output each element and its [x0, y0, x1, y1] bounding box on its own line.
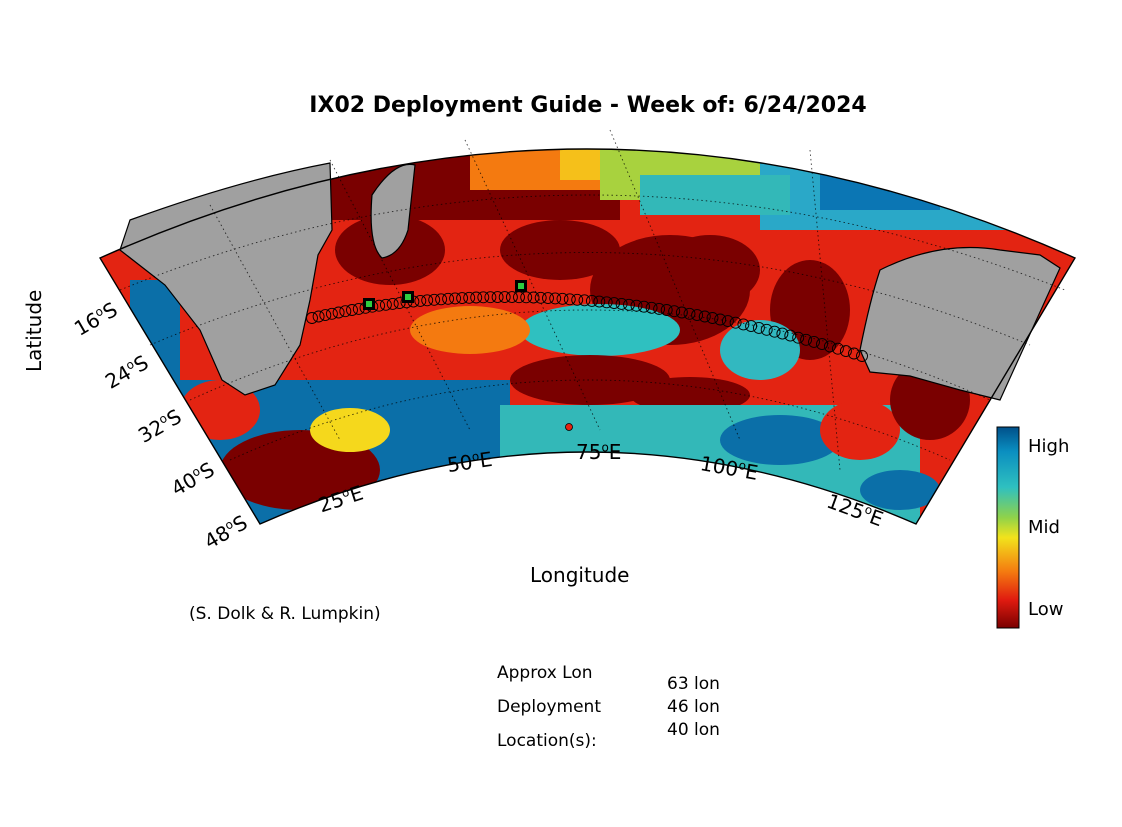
track-point [449, 292, 462, 305]
graticule [119, 129, 1066, 471]
track-point [698, 310, 711, 323]
track-point [831, 342, 844, 355]
track-point [484, 291, 497, 304]
deployment-location-1: 63 lon [667, 674, 720, 694]
track-point [808, 335, 820, 348]
track-point [456, 292, 469, 305]
track-point [505, 291, 518, 304]
track-point [470, 291, 483, 304]
track-point [585, 294, 598, 307]
deployment-label-line-2: Deployment [497, 697, 601, 717]
track-point [752, 321, 765, 334]
track-point [745, 320, 758, 333]
track-point [784, 329, 797, 342]
track-point [691, 309, 704, 322]
deployment-marker-center [518, 283, 524, 289]
track-point [714, 313, 727, 326]
track-point [706, 312, 719, 324]
track-point [319, 309, 332, 322]
track-point [556, 292, 569, 305]
track-point [823, 340, 836, 353]
track-point [563, 293, 576, 306]
y-axis-label: Latitude [22, 289, 46, 372]
track-point [608, 297, 621, 310]
track-point [816, 338, 828, 351]
ix02-track [306, 291, 868, 362]
track-point [542, 292, 554, 305]
track-point [776, 327, 789, 340]
map-frame [98, 148, 1077, 525]
track-point [549, 292, 562, 305]
track-point [393, 297, 406, 310]
track-point [839, 345, 852, 358]
track-point [498, 291, 511, 304]
track-point [571, 293, 584, 306]
track-point [856, 350, 868, 362]
chart-title: IX02 Deployment Guide - Week of: 6/24/20… [309, 93, 867, 118]
track-point [653, 302, 666, 315]
deployment-location-2: 46 lon [667, 697, 720, 717]
colorbar-label-mid: Mid [1028, 517, 1060, 538]
track-point [800, 333, 813, 346]
track-point [379, 298, 392, 311]
track-point [645, 301, 658, 314]
deployment-markers [363, 280, 527, 310]
track-point [683, 307, 696, 320]
x-axis-label: Longitude [530, 563, 630, 587]
colorbar-label-high: High [1028, 436, 1070, 457]
lon-tick-75: 75oE [576, 440, 622, 464]
track-point [623, 298, 635, 311]
track-point [428, 293, 441, 306]
track-point [414, 294, 427, 307]
track-point [660, 304, 673, 316]
track-point [477, 291, 490, 304]
track-point [527, 291, 540, 304]
track-point [578, 294, 591, 307]
track-point [421, 294, 434, 307]
track-point [737, 318, 750, 331]
track-point [668, 305, 681, 318]
track-point [491, 291, 504, 304]
track-point [675, 306, 688, 319]
track-point [721, 315, 734, 328]
track-point [760, 323, 773, 336]
land [119, 162, 1061, 401]
deployment-marker-center [366, 301, 372, 307]
track-point [792, 331, 805, 344]
track-point [630, 299, 643, 312]
island-marker [565, 423, 573, 431]
track-point [768, 325, 781, 338]
deployment-marker-center [405, 294, 411, 300]
track-point [435, 293, 448, 306]
track-point [339, 305, 352, 318]
track-point [306, 312, 318, 324]
deployment-location-3: 40 lon [667, 720, 720, 740]
track-point [386, 297, 399, 310]
track-point [600, 296, 613, 309]
track-point [593, 295, 606, 308]
track-point [848, 347, 860, 360]
track-point [325, 307, 338, 320]
colorbar-label-low: Low [1028, 599, 1064, 620]
colorbar [996, 426, 1020, 629]
track-point [332, 306, 345, 319]
track-point [312, 310, 325, 323]
track-point [463, 291, 476, 304]
track-point [346, 304, 358, 316]
track-point [638, 300, 650, 313]
track-point [534, 291, 547, 304]
deployment-label-line-1: Approx Lon [497, 663, 593, 683]
deployment-label-line-3: Location(s): [497, 731, 597, 751]
track-point [442, 292, 455, 305]
track-point [615, 297, 628, 310]
credit: (S. Dolk & R. Lumpkin) [189, 604, 381, 624]
track-point [729, 316, 742, 329]
